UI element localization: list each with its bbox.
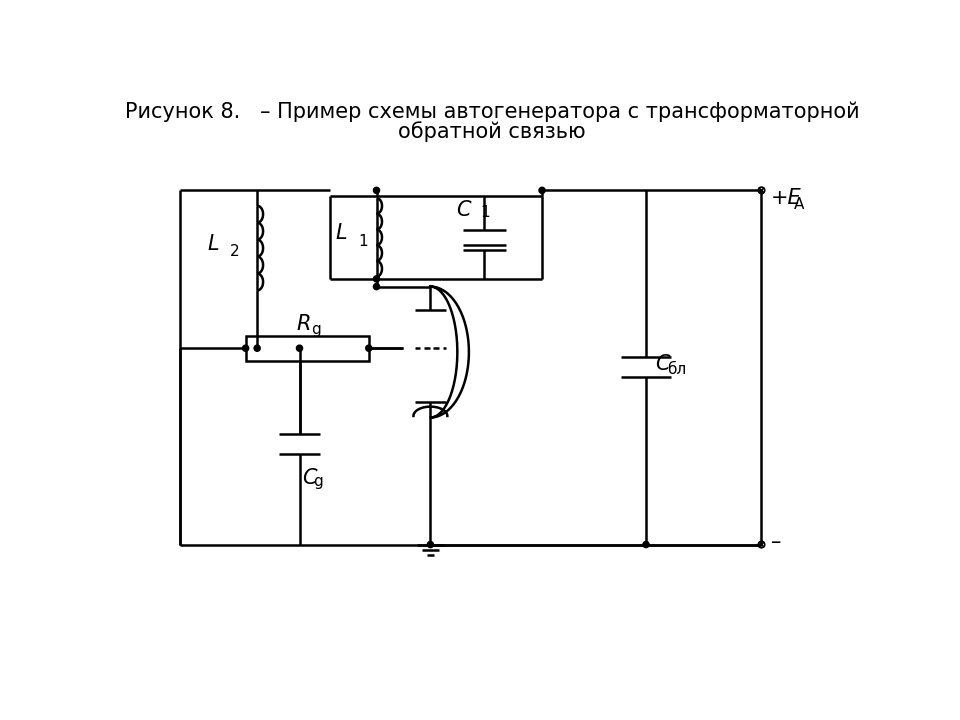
Text: g: g	[311, 323, 321, 338]
Circle shape	[373, 284, 379, 289]
Text: A: A	[794, 197, 804, 212]
Text: Рисунок 8.   – Пример схемы автогенератора с трансформаторной: Рисунок 8. – Пример схемы автогенератора…	[125, 102, 859, 122]
Text: бл: бл	[667, 362, 686, 377]
Text: C: C	[456, 199, 470, 220]
Circle shape	[297, 345, 302, 351]
Bar	[246, 336, 369, 361]
Text: –: –	[771, 532, 781, 552]
Circle shape	[254, 345, 260, 351]
Circle shape	[539, 187, 545, 194]
Circle shape	[243, 345, 249, 351]
Text: C: C	[301, 468, 317, 488]
Text: R: R	[296, 314, 311, 333]
Text: L: L	[207, 234, 219, 254]
Text: 1: 1	[359, 234, 369, 248]
Text: g: g	[313, 474, 324, 489]
Text: 1: 1	[480, 205, 490, 220]
Text: обратной связью: обратной связью	[398, 121, 586, 142]
Circle shape	[427, 541, 434, 548]
Circle shape	[373, 276, 379, 282]
Text: +E: +E	[771, 188, 802, 208]
Text: L: L	[336, 223, 348, 243]
Text: C: C	[656, 354, 670, 374]
Circle shape	[643, 541, 649, 548]
Circle shape	[366, 345, 372, 351]
Circle shape	[373, 187, 379, 194]
Text: 2: 2	[230, 245, 240, 259]
